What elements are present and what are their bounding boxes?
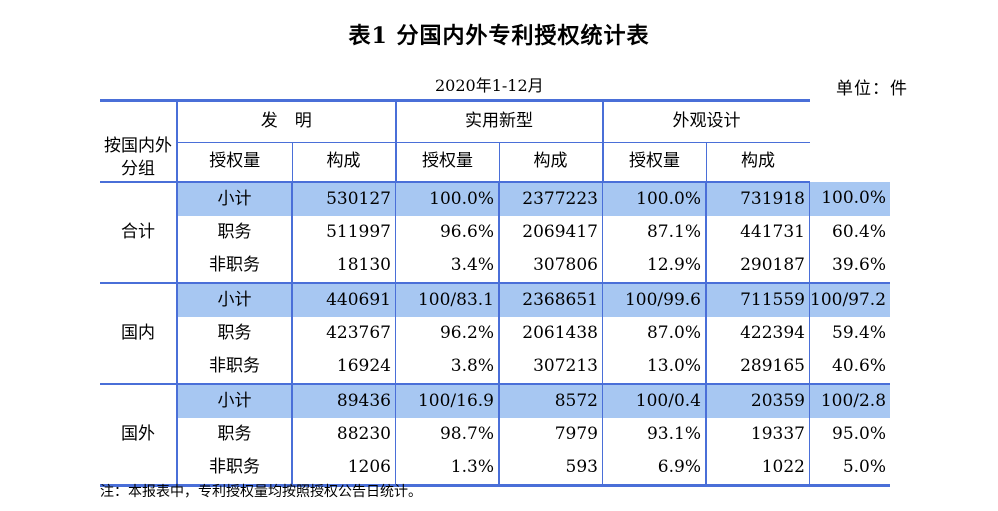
table-cell: 20359	[706, 383, 810, 418]
table-cell: 422394	[706, 316, 810, 350]
table-cell: 3.8%	[395, 349, 500, 385]
table-cell: 88230	[292, 417, 396, 451]
row-label: 非职务	[177, 349, 293, 385]
table-cell: 98.7%	[395, 417, 500, 451]
table-cell: 3.4%	[395, 248, 500, 284]
table-cell: 2061438	[499, 316, 603, 350]
table-cell: 530127	[292, 181, 396, 216]
table-cell: 441731	[706, 215, 810, 249]
table-cell: 13.0%	[602, 349, 707, 385]
table-cell: 1.3%	[395, 450, 500, 487]
table-cell: 1206	[292, 450, 396, 487]
table-cell: 39.6%	[809, 248, 891, 284]
table-cell: 440691	[292, 282, 396, 317]
footnote: 注：本报表中，专利授权量均按照授权公告日统计。	[100, 484, 422, 500]
table-cell: 93.1%	[602, 417, 707, 451]
unit-label: 单位：件	[836, 79, 908, 99]
table-cell: 290187	[706, 248, 810, 284]
table-cell: 7979	[499, 417, 603, 451]
row-label: 非职务	[177, 248, 293, 284]
table-cell: 100.0%	[602, 181, 707, 216]
table-cell: 593	[499, 450, 603, 487]
category-header-design: 外观设计	[602, 99, 810, 143]
table-cell: 307213	[499, 349, 603, 385]
table-cell: 96.6%	[395, 215, 500, 249]
table-cell: 100.0%	[809, 181, 891, 216]
row-label: 小计	[177, 282, 293, 317]
table-cell: 423767	[292, 316, 396, 350]
table-cell: 19337	[706, 417, 810, 451]
group-column-header-text: 按国内外 分组	[104, 135, 172, 179]
table-cell: 2368651	[499, 282, 603, 317]
table-cell: 96.2%	[395, 316, 500, 350]
table-cell: 18130	[292, 248, 396, 284]
table-cell: 16924	[292, 349, 396, 385]
table-title: 表1 分国内外专利授权统计表	[348, 23, 650, 49]
table-cell: 100/0.4	[602, 383, 707, 418]
table-cell: 100/99.6	[602, 282, 707, 317]
row-label: 职务	[177, 417, 293, 451]
table-cell: 12.9%	[602, 248, 707, 284]
table-cell: 89436	[292, 383, 396, 418]
subheader-share: 构成	[499, 142, 604, 183]
group-label: 国内	[100, 282, 178, 385]
table-cell: 87.0%	[602, 316, 707, 350]
table-cell: 731918	[706, 181, 810, 216]
table-cell: 100/97.2	[809, 282, 891, 317]
table-cell: 59.4%	[832, 322, 887, 343]
table-cell: 60.4%	[832, 221, 887, 242]
table-cell: 95.0%	[832, 423, 887, 444]
row-label: 职务	[177, 215, 293, 249]
table-cell: 100/16.9	[395, 383, 500, 418]
table-cell: 2377223	[499, 181, 603, 216]
table-cell: 1022	[706, 450, 810, 487]
subheader-count: 授权量	[395, 142, 500, 183]
subheader-share: 构成	[706, 142, 810, 183]
table-cell: 100.0%	[395, 181, 500, 216]
subheader-share: 构成	[292, 142, 397, 183]
table-cell: 100/2.8	[809, 383, 891, 418]
table-cell: 289165	[706, 349, 810, 385]
row-label: 小计	[177, 181, 293, 216]
group-column-header: 按国内外 分组	[100, 98, 178, 183]
table-cell: 511997	[292, 215, 396, 249]
subheader-count: 授权量	[177, 142, 293, 183]
table-cell: 87.1%	[602, 215, 707, 249]
row-label: 非职务	[177, 450, 293, 487]
table-cell: 100/83.1	[395, 282, 500, 317]
table-cell: 6.9%	[602, 450, 707, 487]
patent-table: 按国内外 分组 发 明 实用新型 外观设计 授权量 构成 授权量 构成 授权量 …	[100, 98, 891, 487]
category-header-invention: 发 明	[177, 99, 397, 143]
subheader-count: 授权量	[602, 142, 707, 183]
group-label: 合计	[100, 181, 178, 284]
table-cell: 8572	[499, 383, 603, 418]
period-label: 2020年1-12月	[435, 76, 544, 95]
category-header-utility: 实用新型	[395, 99, 604, 143]
group-label: 国外	[100, 383, 178, 487]
row-label: 职务	[177, 316, 293, 350]
table-cell: 711559	[706, 282, 810, 317]
row-label: 小计	[177, 383, 293, 418]
table-cell: 2069417	[499, 215, 603, 249]
table-cell: 307806	[499, 248, 603, 284]
table-cell: 5.0%	[809, 450, 891, 487]
table-cell: 40.6%	[809, 349, 891, 385]
